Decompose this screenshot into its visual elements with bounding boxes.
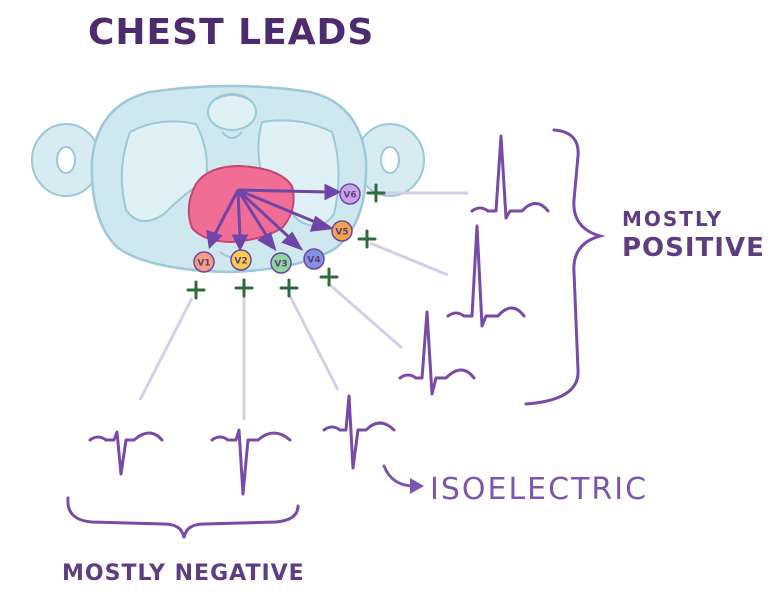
- vector-arrowhead-v6: [324, 183, 342, 201]
- vector-arrow-v2: [236, 189, 242, 239]
- lead-v3-label: V3: [274, 260, 287, 270]
- negative-label: MOSTLY NEGATIVE: [62, 561, 305, 586]
- lead-v6: V6: [339, 183, 361, 205]
- lead-v2: V2: [230, 249, 252, 271]
- vector-arrow-v5: [237, 188, 321, 226]
- left-arm-inner: [56, 146, 76, 174]
- isoelectric-pointer: [382, 464, 424, 494]
- plus-icon: [234, 278, 254, 298]
- electrical-vectors: [206, 183, 342, 252]
- lead-v6-circle: [339, 183, 361, 205]
- lead-v1-circle: [193, 251, 215, 273]
- vector-arrowhead-v1: [206, 229, 223, 250]
- lead-v5: V5: [331, 220, 353, 242]
- plus-icon: [319, 267, 339, 287]
- spine-process: [213, 94, 251, 139]
- page-title: CHEST LEADS: [88, 12, 375, 53]
- lead-v3: V3: [270, 252, 292, 274]
- ecg-waveforms: [88, 134, 550, 496]
- waveform-v2: [210, 428, 292, 496]
- connector-v4: [329, 283, 403, 350]
- waveform-v1: [88, 430, 164, 476]
- lead-v4: V4: [303, 248, 325, 270]
- lead-v3-circle: [270, 252, 292, 274]
- connector-v3: [288, 295, 340, 391]
- vector-arrow-v4: [236, 188, 294, 242]
- right-arm-inner: [380, 146, 400, 174]
- lead-v5-label: V5: [335, 228, 348, 238]
- lead-v2-circle: [230, 249, 252, 271]
- plus-icon: [357, 229, 377, 249]
- waveform-v4: [398, 310, 476, 396]
- isoelectric-arrowhead-icon: [410, 478, 424, 494]
- negative-group-brace: [66, 496, 300, 539]
- vector-arrowhead-v4: [281, 231, 304, 251]
- vector-arrowhead-v3: [257, 231, 277, 252]
- vector-arrow-v6: [237, 188, 329, 194]
- vector-arrow-v3: [236, 189, 270, 239]
- connector-v5: [369, 241, 449, 277]
- lead-v1: V1: [193, 251, 215, 273]
- waveform-v3: [322, 394, 396, 470]
- plus-icon: [366, 183, 386, 203]
- connector-v1: [138, 297, 194, 401]
- heart: [187, 164, 295, 244]
- lead-v4-circle: [303, 248, 325, 270]
- waveform-v6: [470, 134, 550, 220]
- vector-arrow-v1: [212, 189, 240, 237]
- positive-electrode-markers: [186, 183, 386, 300]
- lead-v6-label: V6: [343, 191, 356, 201]
- plus-icon: [279, 278, 299, 298]
- lead-v2-label: V2: [234, 257, 247, 267]
- isoelectric-arrow-icon: [382, 464, 416, 488]
- isoelectric-label: ISOELECTRIC: [430, 472, 649, 507]
- waveform-v5: [446, 224, 526, 328]
- lead-v5-circle: [331, 220, 353, 242]
- vector-arrowhead-v2: [231, 234, 249, 252]
- right-lung: [120, 120, 208, 222]
- lead-v1-label: V1: [197, 259, 210, 269]
- lead-v4-label: V4: [307, 256, 320, 266]
- positive-label-line2: POSITIVE: [622, 233, 765, 263]
- connector-lines: [138, 191, 468, 420]
- positive-label-line1: MOSTLY: [622, 207, 724, 231]
- vector-arrowhead-v5: [309, 215, 335, 232]
- plus-icon: [186, 280, 206, 300]
- positive-group-brace: [524, 128, 606, 406]
- lead-electrodes: V1 V2 V3 V4 V5 V6: [193, 183, 361, 274]
